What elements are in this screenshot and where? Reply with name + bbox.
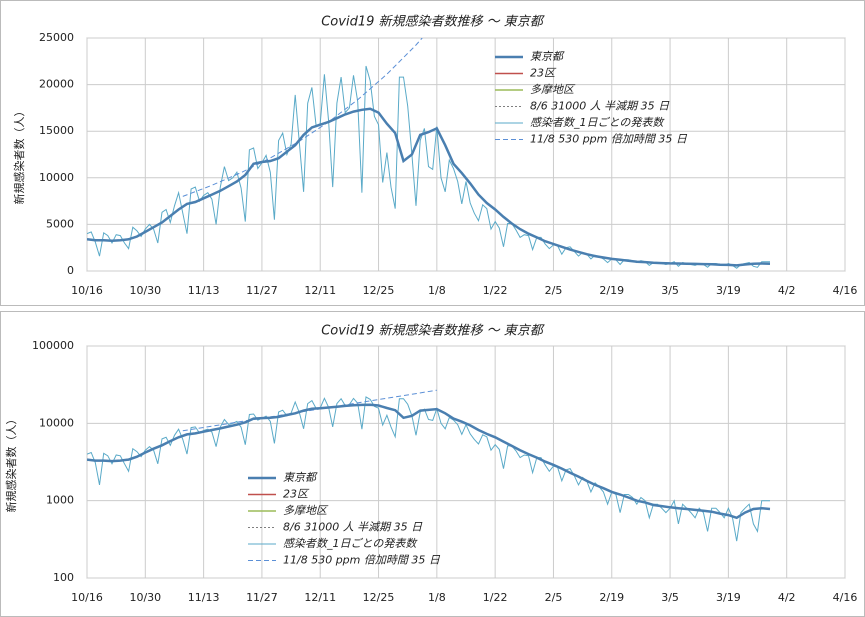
- legend-label: 8/6 31000 人 半減期 35 日: [283, 521, 423, 534]
- legend-label: 多摩地区: [283, 504, 329, 517]
- x-tick-label: 11/27: [246, 284, 278, 297]
- legend-label: 11/8 530 ppm 倍加時間 35 日: [530, 133, 688, 146]
- x-tick-label: 12/11: [304, 591, 336, 604]
- chart-title: Covid19 新規感染者数推移 ～ 東京都: [321, 14, 545, 30]
- x-tick-label: 4/16: [833, 591, 858, 604]
- x-tick-label: 4/16: [833, 284, 858, 297]
- legend-label: 11/8 530 ppm 倍加時間 35 日: [283, 554, 441, 567]
- x-tick-label: 1/8: [428, 284, 446, 297]
- x-tick-label: 10/16: [71, 591, 103, 604]
- x-tick-label: 3/5: [661, 591, 679, 604]
- y-tick-label: 10000: [39, 416, 74, 429]
- legend-label: 感染者数_1日ごとの発表数: [283, 537, 418, 550]
- legend-label: 多摩地区: [530, 83, 576, 96]
- legend-label: 23区: [530, 67, 557, 80]
- x-tick-label: 2/19: [599, 591, 624, 604]
- y-tick-label: 1000: [46, 494, 74, 507]
- series-line: [87, 107, 771, 267]
- x-tick-label: 3/5: [661, 284, 679, 297]
- y-tick-label: 15000: [39, 124, 74, 137]
- y-tick-label: 100000: [32, 339, 74, 352]
- y-tick-label: 20000: [39, 78, 74, 91]
- y-tick-label: 0: [67, 264, 74, 277]
- x-tick-label: 1/22: [483, 591, 508, 604]
- x-tick-label: 1/22: [483, 284, 508, 297]
- chart: Covid19 新規感染者数推移 ～ 東京都 新規感染者数（人） 100 1000…: [0, 311, 865, 617]
- x-tick-label: 12/25: [363, 591, 395, 604]
- series-line: [87, 403, 771, 520]
- x-tick-label: 2/19: [599, 284, 624, 297]
- y-axis-label: 新規感染者数（人）: [4, 414, 18, 513]
- legend-label: 東京都: [530, 50, 565, 63]
- x-tick-label: 11/13: [188, 591, 220, 604]
- x-tick-label: 10/30: [129, 284, 161, 297]
- legend-label: 23区: [283, 488, 310, 501]
- legend-label: 東京都: [283, 471, 318, 484]
- x-tick-label: 3/19: [716, 284, 741, 297]
- legend-label: 感染者数_1日ごとの発表数: [530, 116, 665, 129]
- series-line: [182, 38, 423, 197]
- y-tick-label: 5000: [46, 217, 74, 230]
- x-tick-label: 4/2: [778, 284, 796, 297]
- x-tick-label: 3/19: [716, 591, 741, 604]
- chart: Covid19 新規感染者数推移 ～ 東京都 新規感染者数（人） 0 5000 10…: [0, 0, 865, 306]
- x-tick-label: 12/25: [363, 284, 395, 297]
- x-tick-label: 2/5: [545, 591, 563, 604]
- x-tick-label: 11/27: [246, 591, 278, 604]
- x-tick-label: 2/5: [545, 284, 563, 297]
- y-tick-label: 100: [53, 571, 74, 584]
- x-tick-label: 4/2: [778, 591, 796, 604]
- chart-title: Covid19 新規感染者数推移 ～ 東京都: [321, 323, 545, 339]
- legend-label: 8/6 31000 人 半減期 35 日: [530, 100, 670, 113]
- plot-area: [86, 345, 846, 579]
- y-tick-label: 25000: [39, 31, 74, 44]
- y-axis-label: 新規感染者数（人）: [12, 106, 26, 205]
- x-tick-label: 1/8: [428, 591, 446, 604]
- x-tick-label: 10/30: [129, 591, 161, 604]
- y-tick-label: 10000: [39, 171, 74, 184]
- plot-area: [86, 37, 846, 272]
- x-tick-label: 12/11: [304, 284, 336, 297]
- x-tick-label: 10/16: [71, 284, 103, 297]
- x-tick-label: 11/13: [188, 284, 220, 297]
